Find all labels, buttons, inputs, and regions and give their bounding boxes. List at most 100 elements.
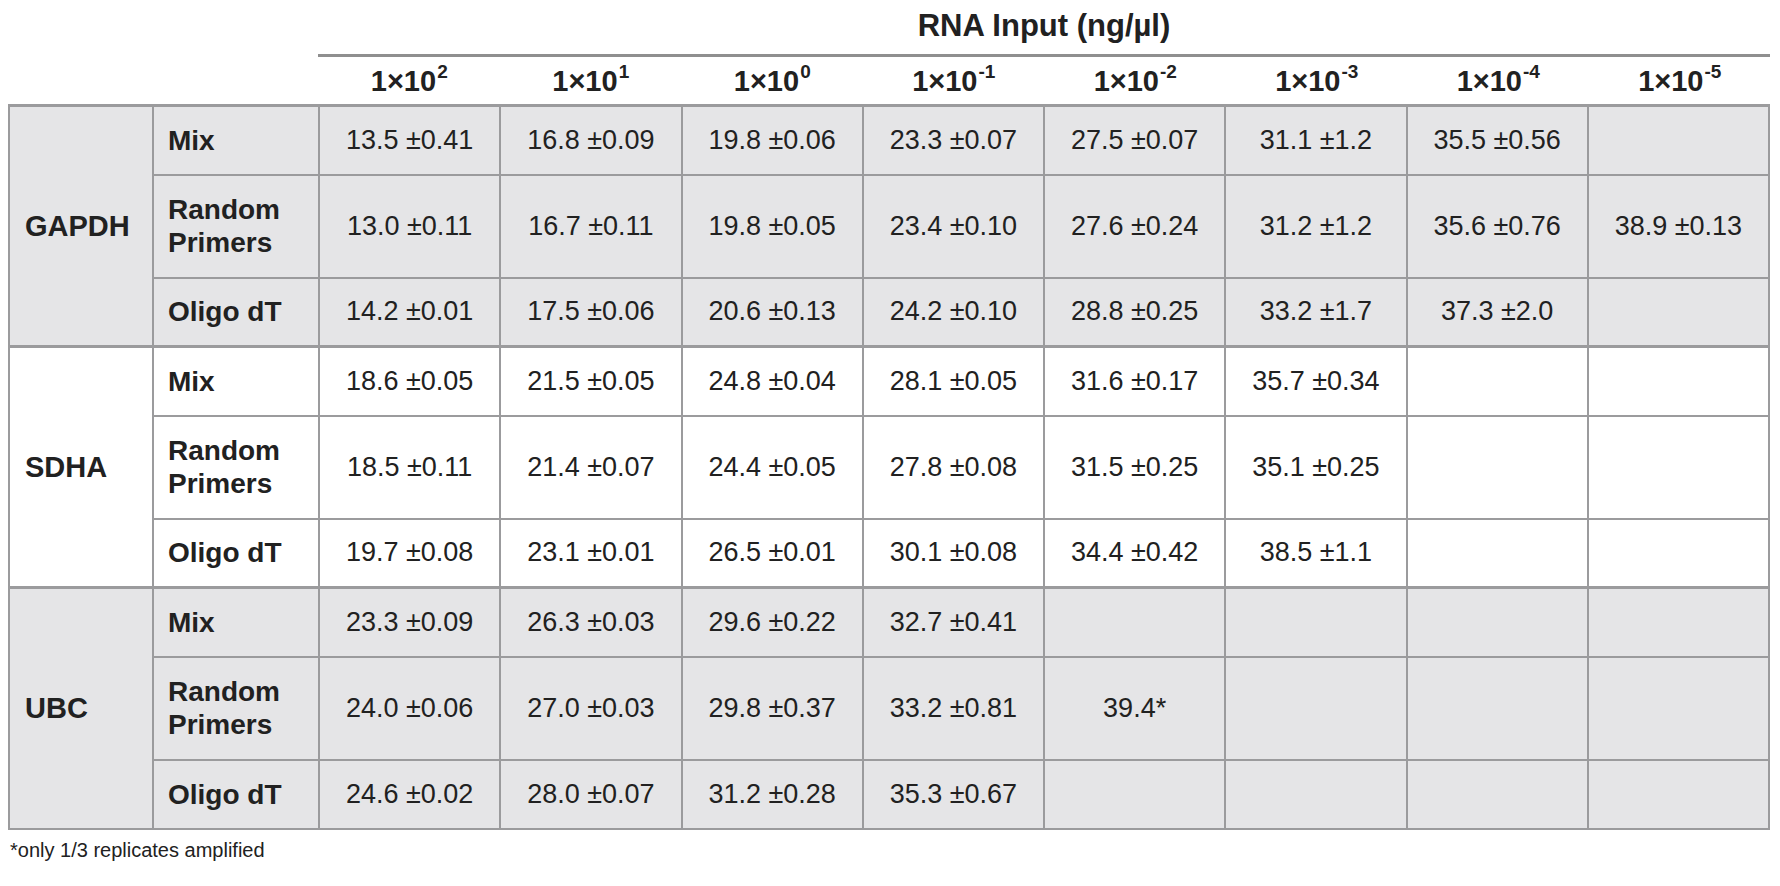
value-cell: 13.0 ±0.11 xyxy=(319,175,500,278)
value-cell: 31.6 ±0.17 xyxy=(1044,347,1225,416)
column-header-base: 1×10 xyxy=(912,65,977,97)
value-cell: 35.6 ±0.76 xyxy=(1407,175,1588,278)
value-cell: 31.2 ±1.2 xyxy=(1225,175,1406,278)
value-cell: 38.9 ±0.13 xyxy=(1588,175,1769,278)
column-header-base: 1×10 xyxy=(734,65,799,97)
value-cell: 24.6 ±0.02 xyxy=(319,760,500,829)
value-cell: 24.0 ±0.06 xyxy=(319,657,500,760)
empty-cell xyxy=(1407,416,1588,519)
column-header-base: 1×10 xyxy=(1275,65,1340,97)
empty-cell xyxy=(1588,588,1769,657)
column-header-row: 1×1021×1011×1001×10-11×10-21×10-31×10-41… xyxy=(318,57,1770,104)
gene-cell: SDHA xyxy=(9,347,153,588)
column-header: 1×100 xyxy=(681,63,863,98)
empty-cell xyxy=(1044,760,1225,829)
empty-cell xyxy=(1588,657,1769,760)
primer-type-cell: Mix xyxy=(153,106,319,175)
empty-cell xyxy=(1588,278,1769,347)
value-cell: 19.7 ±0.08 xyxy=(319,519,500,588)
value-cell: 21.4 ±0.07 xyxy=(500,416,681,519)
value-cell: 26.3 ±0.03 xyxy=(500,588,681,657)
empty-cell xyxy=(1225,588,1406,657)
empty-cell xyxy=(1588,519,1769,588)
value-cell: 16.8 ±0.09 xyxy=(500,106,681,175)
column-header: 1×10-1 xyxy=(863,63,1045,98)
column-header: 1×10-4 xyxy=(1407,63,1589,98)
value-cell: 19.8 ±0.05 xyxy=(682,175,863,278)
value-cell: 34.4 ±0.42 xyxy=(1044,519,1225,588)
exponent-superscript: -3 xyxy=(1341,61,1358,82)
primer-type-cell: Random Primers xyxy=(153,657,319,760)
table-row: Oligo dT19.7 ±0.0823.1 ±0.0126.5 ±0.0130… xyxy=(9,519,1769,588)
column-header: 1×10-5 xyxy=(1589,63,1771,98)
value-cell: 31.2 ±0.28 xyxy=(682,760,863,829)
value-cell: 21.5 ±0.05 xyxy=(500,347,681,416)
value-cell: 28.0 ±0.07 xyxy=(500,760,681,829)
table-row: SDHAMix18.6 ±0.0521.5 ±0.0524.8 ±0.0428.… xyxy=(9,347,1769,416)
empty-cell xyxy=(1407,519,1588,588)
column-header: 1×10-2 xyxy=(1044,63,1226,98)
value-cell: 14.2 ±0.01 xyxy=(319,278,500,347)
value-cell: 33.2 ±1.7 xyxy=(1225,278,1406,347)
value-cell: 38.5 ±1.1 xyxy=(1225,519,1406,588)
empty-cell xyxy=(1588,106,1769,175)
primer-type-cell: Oligo dT xyxy=(153,760,319,829)
table-row: Oligo dT14.2 ±0.0117.5 ±0.0620.6 ±0.1324… xyxy=(9,278,1769,347)
empty-cell xyxy=(1588,416,1769,519)
table-title: RNA Input (ng/µl) xyxy=(318,0,1770,57)
value-cell: 24.4 ±0.05 xyxy=(682,416,863,519)
exponent-superscript: 2 xyxy=(437,61,448,82)
value-cell: 27.0 ±0.03 xyxy=(500,657,681,760)
table-row: Random Primers18.5 ±0.1121.4 ±0.0724.4 ±… xyxy=(9,416,1769,519)
value-cell: 35.5 ±0.56 xyxy=(1407,106,1588,175)
data-table: GAPDHMix13.5 ±0.4116.8 ±0.0919.8 ±0.0623… xyxy=(8,104,1770,830)
exponent-superscript: -5 xyxy=(1704,61,1721,82)
value-cell: 13.5 ±0.41 xyxy=(319,106,500,175)
column-header-base: 1×10 xyxy=(371,65,436,97)
column-header-base: 1×10 xyxy=(1457,65,1522,97)
column-header-base: 1×10 xyxy=(1094,65,1159,97)
empty-cell xyxy=(1407,760,1588,829)
primer-type-cell: Mix xyxy=(153,347,319,416)
primer-type-cell: Oligo dT xyxy=(153,519,319,588)
exponent-superscript: 1 xyxy=(619,61,630,82)
table-row: Random Primers13.0 ±0.1116.7 ±0.1119.8 ±… xyxy=(9,175,1769,278)
value-cell: 27.6 ±0.24 xyxy=(1044,175,1225,278)
value-cell: 29.8 ±0.37 xyxy=(682,657,863,760)
value-cell: 29.6 ±0.22 xyxy=(682,588,863,657)
column-header-base: 1×10 xyxy=(1638,65,1703,97)
value-cell: 35.7 ±0.34 xyxy=(1225,347,1406,416)
value-cell: 20.6 ±0.13 xyxy=(682,278,863,347)
exponent-superscript: -2 xyxy=(1160,61,1177,82)
value-cell: 39.4* xyxy=(1044,657,1225,760)
value-cell: 18.5 ±0.11 xyxy=(319,416,500,519)
value-cell: 35.1 ±0.25 xyxy=(1225,416,1406,519)
value-cell: 28.8 ±0.25 xyxy=(1044,278,1225,347)
empty-cell xyxy=(1588,347,1769,416)
primer-type-cell: Mix xyxy=(153,588,319,657)
table-row: Random Primers24.0 ±0.0627.0 ±0.0329.8 ±… xyxy=(9,657,1769,760)
value-cell: 37.3 ±2.0 xyxy=(1407,278,1588,347)
value-cell: 31.1 ±1.2 xyxy=(1225,106,1406,175)
value-cell: 31.5 ±0.25 xyxy=(1044,416,1225,519)
value-cell: 27.8 ±0.08 xyxy=(863,416,1044,519)
column-header: 1×102 xyxy=(318,63,500,98)
empty-cell xyxy=(1588,760,1769,829)
empty-cell xyxy=(1044,588,1225,657)
column-header: 1×101 xyxy=(500,63,682,98)
value-cell: 23.3 ±0.07 xyxy=(863,106,1044,175)
empty-cell xyxy=(1407,657,1588,760)
qpcr-results-table-figure: RNA Input (ng/µl) 1×1021×1011×1001×10-11… xyxy=(0,0,1780,886)
empty-cell xyxy=(1407,588,1588,657)
primer-type-cell: Oligo dT xyxy=(153,278,319,347)
column-header-base: 1×10 xyxy=(552,65,617,97)
value-cell: 26.5 ±0.01 xyxy=(682,519,863,588)
value-cell: 17.5 ±0.06 xyxy=(500,278,681,347)
primer-type-cell: Random Primers xyxy=(153,175,319,278)
column-header: 1×10-3 xyxy=(1226,63,1408,98)
primer-type-cell: Random Primers xyxy=(153,416,319,519)
exponent-superscript: -1 xyxy=(978,61,995,82)
value-cell: 23.4 ±0.10 xyxy=(863,175,1044,278)
value-cell: 35.3 ±0.67 xyxy=(863,760,1044,829)
gene-cell: UBC xyxy=(9,588,153,829)
